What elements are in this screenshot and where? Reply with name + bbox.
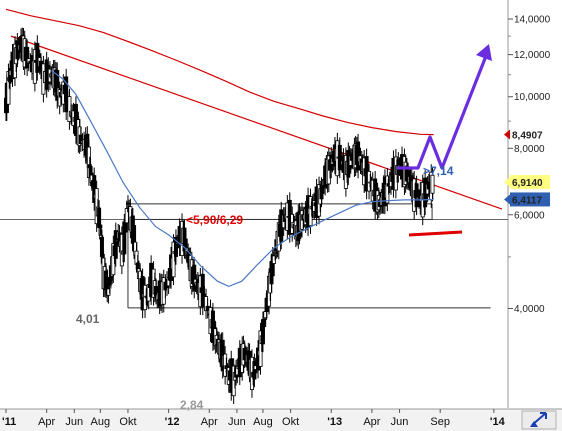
price-badge-bg [510, 175, 550, 190]
series-ma-long [5, 8, 434, 136]
price-badge-bg [510, 192, 550, 207]
series-ma-short [51, 70, 434, 288]
trendline [10, 35, 503, 210]
x-tick-label: Okt [119, 416, 136, 428]
x-tick-label: '11 [2, 416, 16, 428]
candle-body [200, 273, 205, 308]
price-badge-pointer-icon [504, 129, 510, 140]
price-badge: 6,9140 [504, 175, 550, 190]
y-tick-label: 12,0000 [514, 50, 551, 61]
y-tick-label: 8,0000 [514, 144, 545, 155]
price-badge-label: 6,9140 [512, 178, 543, 189]
x-tick-label: Apr [38, 416, 55, 428]
price-badge-label: 6,4117 [512, 195, 542, 206]
moving-average-short-line [51, 70, 434, 288]
candle-body [25, 46, 30, 69]
x-tick-label: Jun [228, 416, 246, 428]
annotation-label: 2,84 [180, 398, 204, 412]
x-tick-label: Apr [201, 416, 218, 428]
price-badges: 8,4907 6,9140 6,4117 [504, 129, 550, 207]
candle-body [161, 277, 166, 305]
x-tick-label: '12 [165, 416, 180, 428]
annotation-label: <5,90/6,29 [186, 213, 243, 227]
price-badge-label: 8,4907 [512, 131, 543, 142]
price-badge-pointer-icon [504, 194, 510, 205]
price-badge: 6,4117 [504, 192, 550, 207]
candle-body [430, 174, 435, 194]
x-tick-label: Jun [65, 416, 83, 428]
candle-body [98, 224, 103, 229]
target-level-line [408, 230, 463, 237]
annotations: <5,90/6,29 >7,14 4,01 2,84 [76, 44, 492, 412]
moving-average-long-line [5, 8, 434, 136]
price-badge-pointer-icon [504, 177, 510, 188]
x-tick-label: Apr [363, 416, 380, 428]
y-tick-label: 6,0000 [514, 210, 545, 221]
x-axis-panel [0, 409, 562, 431]
x-tick-label: Okt [282, 416, 299, 428]
forecast-arrowhead-icon [476, 44, 492, 61]
x-tick-label: Aug [91, 416, 111, 428]
y-tick-label: 14,0000 [514, 15, 551, 26]
candle-body [124, 208, 129, 224]
series-layer [4, 8, 435, 404]
x-tick-label: '14 [490, 416, 506, 428]
annotation-label: >7,14 [423, 164, 454, 178]
triangle-icon [530, 421, 538, 427]
annotation-label: 4,01 [76, 312, 100, 326]
axis-ticks: 4,0000 6,0000 8,0000 10,0000 12,0000 14,0000 '… [2, 15, 551, 428]
series-price [4, 27, 435, 404]
y-tick-label: 10,0000 [514, 92, 551, 103]
x-tick-label: Jun [391, 416, 409, 428]
price-badge: 8,4907 [504, 129, 543, 142]
x-tick-label: Sep [430, 416, 450, 428]
x-tick-label: Aug [253, 416, 273, 428]
forecast-arrow-path [397, 55, 488, 170]
x-tick-label: '13 [327, 416, 342, 428]
y-tick-label: 4,0000 [514, 304, 545, 315]
